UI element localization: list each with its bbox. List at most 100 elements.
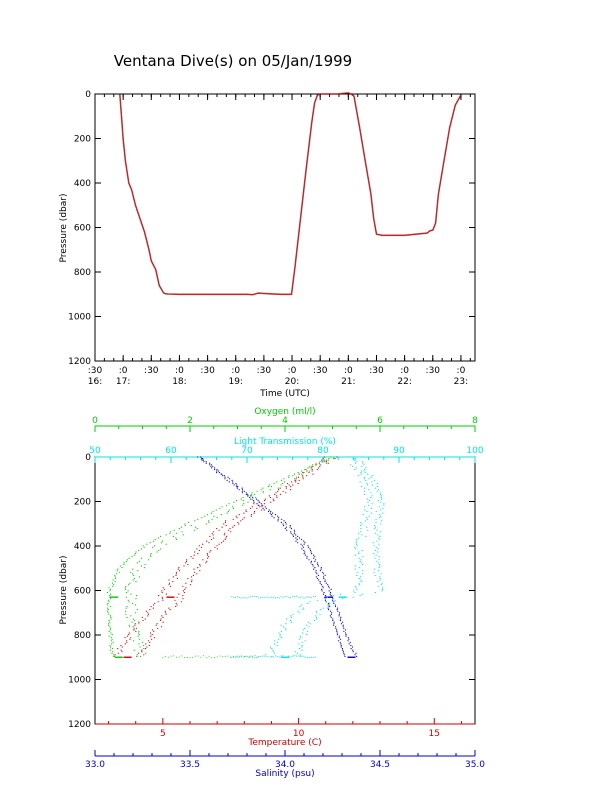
oxygen-point [169,532,171,534]
temperature-point [243,517,245,519]
oxygen-point [111,638,113,640]
temperature-point [250,514,253,516]
oxygen-point [109,588,112,591]
oxygen-point [143,644,145,647]
salinity-point [293,529,295,531]
temperature-point [202,559,204,561]
oxygen-point [114,574,116,577]
transmission-point [358,551,360,553]
bottom-y-axis-label: Pressure (dbar) [59,556,69,625]
transmission-point [378,556,380,558]
transmission-point [293,596,296,598]
salinity-point [310,560,313,563]
temperature-point [253,510,256,513]
temperature-point [273,500,275,502]
temperature-point [158,595,160,597]
salinity-point [324,599,326,601]
salinity-point [329,593,331,595]
transmission-point [231,596,233,598]
oxygen-point [262,492,264,494]
transmission-point [301,646,303,648]
oxygen-point [165,656,167,658]
transmission-point [261,655,263,657]
oxygen-point [247,501,249,503]
oxygen-point [110,598,112,600]
salinity-point [355,652,357,654]
x-tick-label: 16: [88,377,102,387]
oxygen-point [129,582,131,584]
salinity-point [216,468,218,471]
x-tick-label: :30 [144,366,159,376]
transmission-point [376,540,378,542]
temperature-point [237,521,239,524]
transmission-point [382,512,384,514]
transmission-point [355,542,357,544]
oxygen-point [216,656,218,658]
oxygen-point [215,509,217,511]
salinity-point [322,573,325,575]
oxygen-point [296,478,298,480]
salinity-point [284,528,286,530]
transmission-point [278,638,280,640]
transmission-point [309,657,311,659]
salinity-point [213,468,216,471]
transmission-point [322,607,324,609]
transmission-point [290,597,292,599]
transmission-point [377,562,379,564]
temperature-point [229,528,231,530]
oxygen-point [311,465,313,467]
salinity-point [340,646,342,648]
oxygen-point [305,468,307,471]
transmission-point [379,535,381,538]
transmission-point [360,562,362,564]
salinity-point [200,456,202,458]
salinity-point [332,599,334,601]
salinity-point [322,571,324,573]
temperature-point [196,548,198,550]
transmission-point [361,486,363,488]
transmission-point [350,464,352,466]
oxygen-point [219,507,221,509]
salinity-point [269,512,271,514]
temperature-point [256,507,258,509]
oxygen-point [211,518,213,520]
salinity-point [340,616,342,619]
transmission-point [289,619,292,622]
oxygen-point [268,484,270,486]
transmission-point [377,570,379,572]
salinity-point [268,509,270,511]
oxygen-point [175,537,177,539]
temperature-point [201,543,204,545]
transmission-point [371,512,373,514]
temperature-point [308,472,310,474]
salinity-point [340,643,342,645]
transmission-point [279,634,281,636]
y-tick-label: 1200 [68,357,91,367]
oxygen-point [135,612,137,614]
transmission-point [274,655,277,657]
temperature-point [302,476,304,478]
temperature-point [153,637,155,639]
transmission-point [355,554,357,556]
salinity-point [300,543,302,545]
transmission-point [302,609,304,611]
oxygen-tick-label: 6 [377,416,383,426]
salinity-point [349,641,351,643]
temperature-point [128,632,130,634]
oxygen-point [147,559,150,561]
transmission-point [309,623,311,625]
salinity-point [309,548,311,550]
oxygen-point [251,655,253,657]
x-tick-label: :0 [175,366,184,376]
oxygen-point [178,528,180,530]
salinity-point [214,467,216,469]
oxygen-point [131,621,133,623]
temperature-point [128,634,130,636]
oxygen-point [142,545,144,547]
salinity-point [306,556,308,558]
transmission-point [301,644,303,647]
transmission-point [302,629,304,631]
oxygen-point [170,655,172,657]
